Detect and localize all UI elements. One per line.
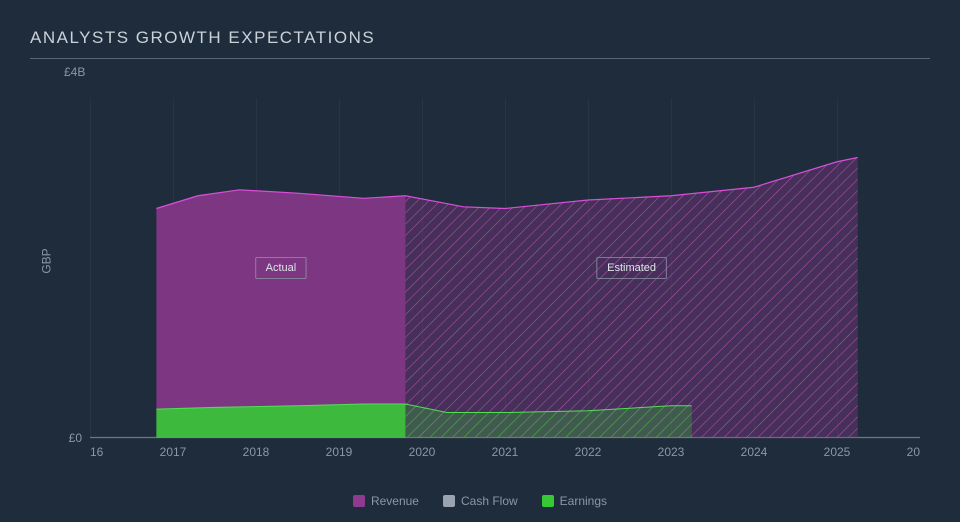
legend-swatch-revenue: [353, 495, 365, 507]
chart-title: ANALYSTS GROWTH EXPECTATIONS: [30, 28, 930, 59]
x-tick-label: 2024: [741, 445, 768, 459]
x-tick-label: 2022: [575, 445, 602, 459]
y-axis-label: GBP: [40, 248, 54, 273]
legend-item-cashflow[interactable]: Cash Flow: [443, 494, 518, 508]
x-tick-label: 2026: [907, 445, 920, 459]
x-tick-label: 2021: [492, 445, 519, 459]
plot-area: 2016201720182019202020212022202320242025…: [90, 98, 920, 438]
chart-container: ANALYSTS GROWTH EXPECTATIONS £4B GBP 201…: [0, 0, 960, 522]
legend-item-revenue[interactable]: Revenue: [353, 494, 419, 508]
legend-label-revenue: Revenue: [371, 494, 419, 508]
x-tick-label: 2023: [658, 445, 685, 459]
x-tick-label: 2016: [90, 445, 104, 459]
x-tick-label: 2020: [409, 445, 436, 459]
x-tick-label: 2017: [160, 445, 187, 459]
legend-label-cashflow: Cash Flow: [461, 494, 518, 508]
x-tick-label: 2025: [824, 445, 851, 459]
legend-swatch-cashflow: [443, 495, 455, 507]
estimated-label-text: Estimated: [607, 262, 656, 274]
legend-swatch-earnings: [542, 495, 554, 507]
y-top-tick: £4B: [64, 65, 930, 79]
plot-svg: 2016 2017 2018 2019 2020 2021 2022 2023 2024 2025…: [90, 98, 920, 466]
x-tick-label: 2018: [243, 445, 270, 459]
y-zero-tick: £0: [69, 431, 82, 445]
legend-label-earnings: Earnings: [560, 494, 607, 508]
actual-label-text: Actual: [266, 262, 297, 274]
x-tick-label: 2019: [326, 445, 353, 459]
legend: Revenue Cash Flow Earnings: [0, 494, 960, 510]
legend-item-earnings[interactable]: Earnings: [542, 494, 607, 508]
